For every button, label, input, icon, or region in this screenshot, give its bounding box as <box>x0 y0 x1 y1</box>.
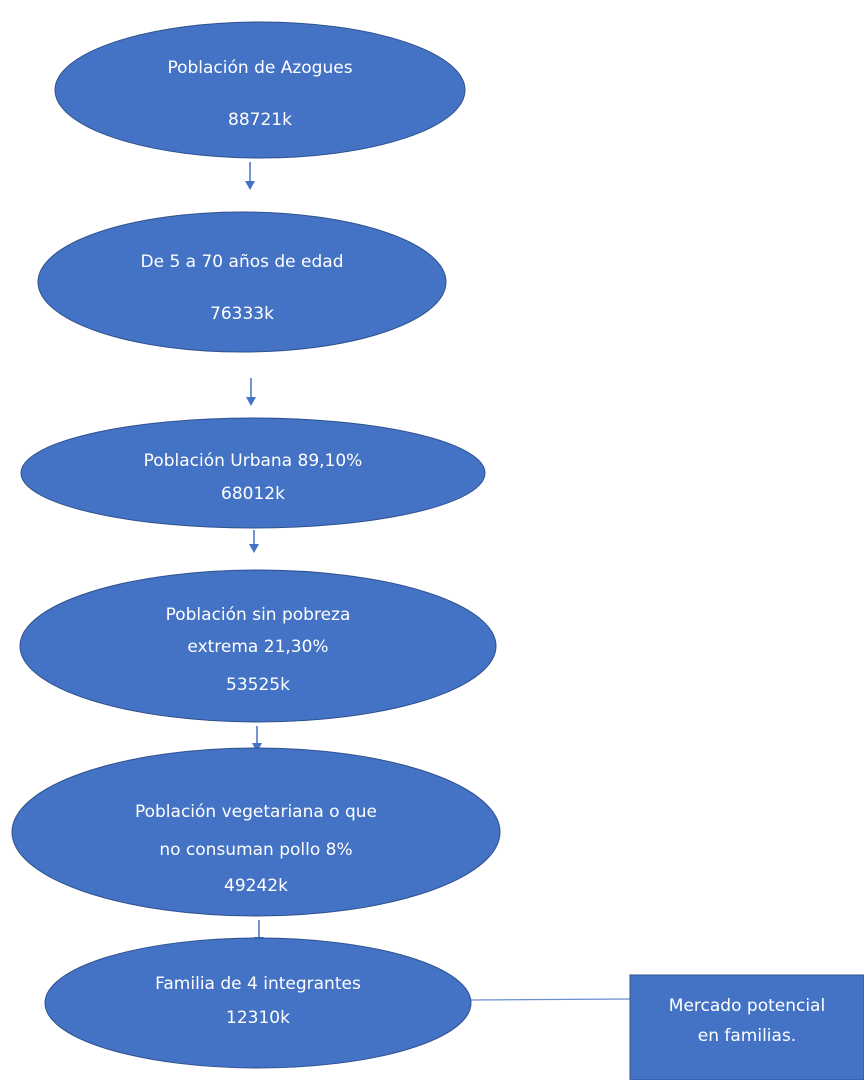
node-label-line: 68012k <box>221 484 285 504</box>
node-label-line: Población sin pobreza <box>166 605 351 625</box>
node-label-line: 53525k <box>226 675 290 695</box>
connector-segment <box>470 998 631 1001</box>
node-label-line: 88721k <box>228 110 292 130</box>
node-ellipse <box>54 21 466 159</box>
arrow-head-icon <box>252 743 262 752</box>
flow-arrow <box>249 530 259 553</box>
nodes-layer: Población de Azogues 88721k De 5 a 70 años… <box>11 21 864 1080</box>
node-rectangle <box>629 974 864 1080</box>
node-label-line: Mercado potencial <box>669 996 825 1016</box>
node-label-line: no consuman pollo 8% <box>159 840 352 860</box>
node-ellipse <box>19 569 497 723</box>
node-poblacion-azogues: Población de Azogues 88721k <box>54 21 466 159</box>
node-ellipse <box>20 417 486 529</box>
node-label-line: Población vegetariana o que <box>135 802 377 822</box>
flow-arrow <box>245 162 255 190</box>
node-sin-pobreza: Población sin pobreza extrema 21,30% 53525… <box>19 569 497 723</box>
node-ellipse <box>11 747 501 917</box>
node-mercado-potencial: Mercado potencial en familias. <box>629 974 864 1080</box>
arrow-head-icon <box>249 544 259 553</box>
node-edad-5-70: De 5 a 70 años de edad 76333k <box>37 211 447 353</box>
arrow-head-icon <box>245 181 255 190</box>
flow-arrow <box>246 378 256 406</box>
node-familia-4: Familia de 4 integrantes 12310k <box>44 937 472 1069</box>
arrow-head-icon <box>246 397 256 406</box>
node-label-line: Población de Azogues <box>167 58 352 78</box>
node-label-line: Población Urbana 89,10% <box>144 451 363 471</box>
node-ellipse <box>44 937 472 1069</box>
node-label-line: extrema 21,30% <box>187 637 328 657</box>
node-label-line: De 5 a 70 años de edad <box>141 252 344 272</box>
node-poblacion-urbana: Población Urbana 89,10% 68012k <box>20 417 486 529</box>
node-label-line: Familia de 4 integrantes <box>155 974 361 994</box>
node-label-line: 76333k <box>210 304 274 324</box>
node-vegetariana: Población vegetariana o que no consuman p… <box>11 747 501 917</box>
node-label-line: en familias. <box>698 1026 796 1046</box>
connector-line <box>470 998 631 1001</box>
node-ellipse <box>37 211 447 353</box>
flow-arrow <box>252 726 262 752</box>
node-label-line: 49242k <box>224 876 288 896</box>
node-label-line: 12310k <box>226 1008 290 1028</box>
